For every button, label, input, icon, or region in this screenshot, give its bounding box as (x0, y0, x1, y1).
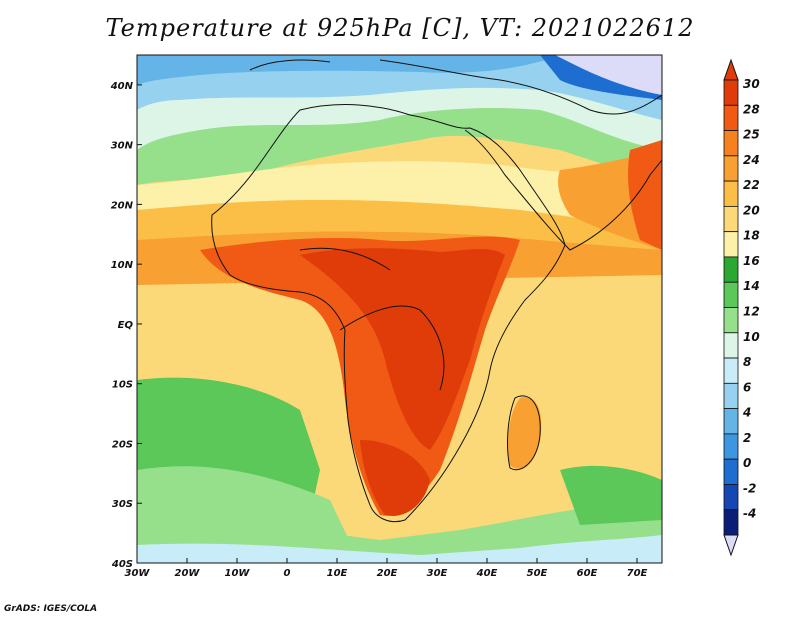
x-tick-label: 20W (175, 568, 201, 579)
colorbar-label: 8 (743, 355, 751, 369)
coastlines (211, 59, 662, 523)
colorbar-swatch (723, 130, 739, 157)
colorbar-swatch (723, 357, 739, 384)
colorbar-swatch (723, 281, 739, 308)
colorbar-swatch (723, 256, 739, 283)
x-tick-label: 40E (476, 568, 498, 579)
y-tick-label: 20N (111, 200, 134, 211)
x-tick-label: 30E (427, 568, 448, 579)
colorbar-swatch (723, 408, 739, 435)
colorbar-label: 22 (743, 178, 760, 192)
x-tick-label: 70E (627, 568, 648, 579)
colorbar-label: 0 (743, 456, 751, 470)
colorbar-label: 2 (743, 431, 751, 445)
colorbar-label: 4 (742, 406, 751, 420)
credit-text: GrADS: IGES/COLA (4, 604, 98, 614)
x-tick-label: 20E (377, 568, 398, 579)
y-tick-label: 20S (112, 439, 133, 450)
y-tick-label: 10N (111, 260, 134, 271)
colorbar-label: -4 (743, 507, 756, 521)
colorbar-swatch (723, 155, 739, 182)
colorbar-swatch (723, 307, 739, 334)
y-tick-label: EQ (118, 320, 134, 331)
colorbar-swatch (723, 509, 739, 536)
colorbar-label: -2 (743, 481, 756, 495)
colorbar-label: 25 (743, 128, 760, 142)
colorbar-label: 12 (743, 305, 760, 319)
colorbar-swatch (723, 104, 739, 131)
map-frame (136, 54, 663, 564)
colorbar-swatch (723, 382, 739, 410)
x-tick-label: 10E (327, 568, 348, 579)
colorbar-top-arrow (723, 58, 739, 81)
colorbar-swatch (723, 484, 739, 511)
colorbar-swatch (723, 205, 739, 233)
colorbar-label: 28 (743, 102, 760, 116)
colorbar-label: 14 (743, 279, 760, 293)
y-tick-label: 10S (112, 380, 133, 391)
colorbar-swatch (723, 180, 739, 207)
y-tick-label: 40N (110, 81, 134, 92)
colorbar-label: 10 (743, 330, 760, 344)
colorbar-bottom-arrow (723, 534, 739, 557)
colorbar-swatch (723, 458, 739, 485)
x-tick-label: 60E (577, 568, 598, 579)
x-tick-label: 0 (284, 568, 291, 579)
colorbar-swatch (723, 79, 739, 106)
colorbar-label: 16 (743, 254, 760, 268)
x-tick-label: 30W (125, 568, 151, 579)
longitude-axis: 30W 20W 10W 0 10E 20E 30E 40E 50E 60E 70E (125, 558, 648, 579)
colorbar-swatch (723, 231, 739, 258)
x-tick-label: 10W (225, 568, 251, 579)
latitude-axis: 40N 30N 20N 10N EQ 10S 20S 30S 40S (110, 81, 142, 570)
colorbar-label: 30 (743, 77, 760, 91)
temperature-field (137, 55, 662, 563)
y-tick-label: 30S (112, 499, 133, 510)
colorbar-label: 6 (743, 380, 751, 394)
y-tick-label: 30N (111, 141, 134, 152)
y-tick-label: 40S (111, 559, 133, 570)
x-tick-label: 50E (527, 568, 548, 579)
map-title: Temperature at 925hPa [C], VT: 202102261… (105, 14, 695, 42)
colorbar-label: 24 (743, 153, 760, 167)
colorbar-label: 18 (743, 229, 760, 243)
colorbar-swatch (723, 433, 739, 460)
colorbar-label: 20 (743, 203, 760, 217)
colorbar-swatch (723, 332, 739, 359)
